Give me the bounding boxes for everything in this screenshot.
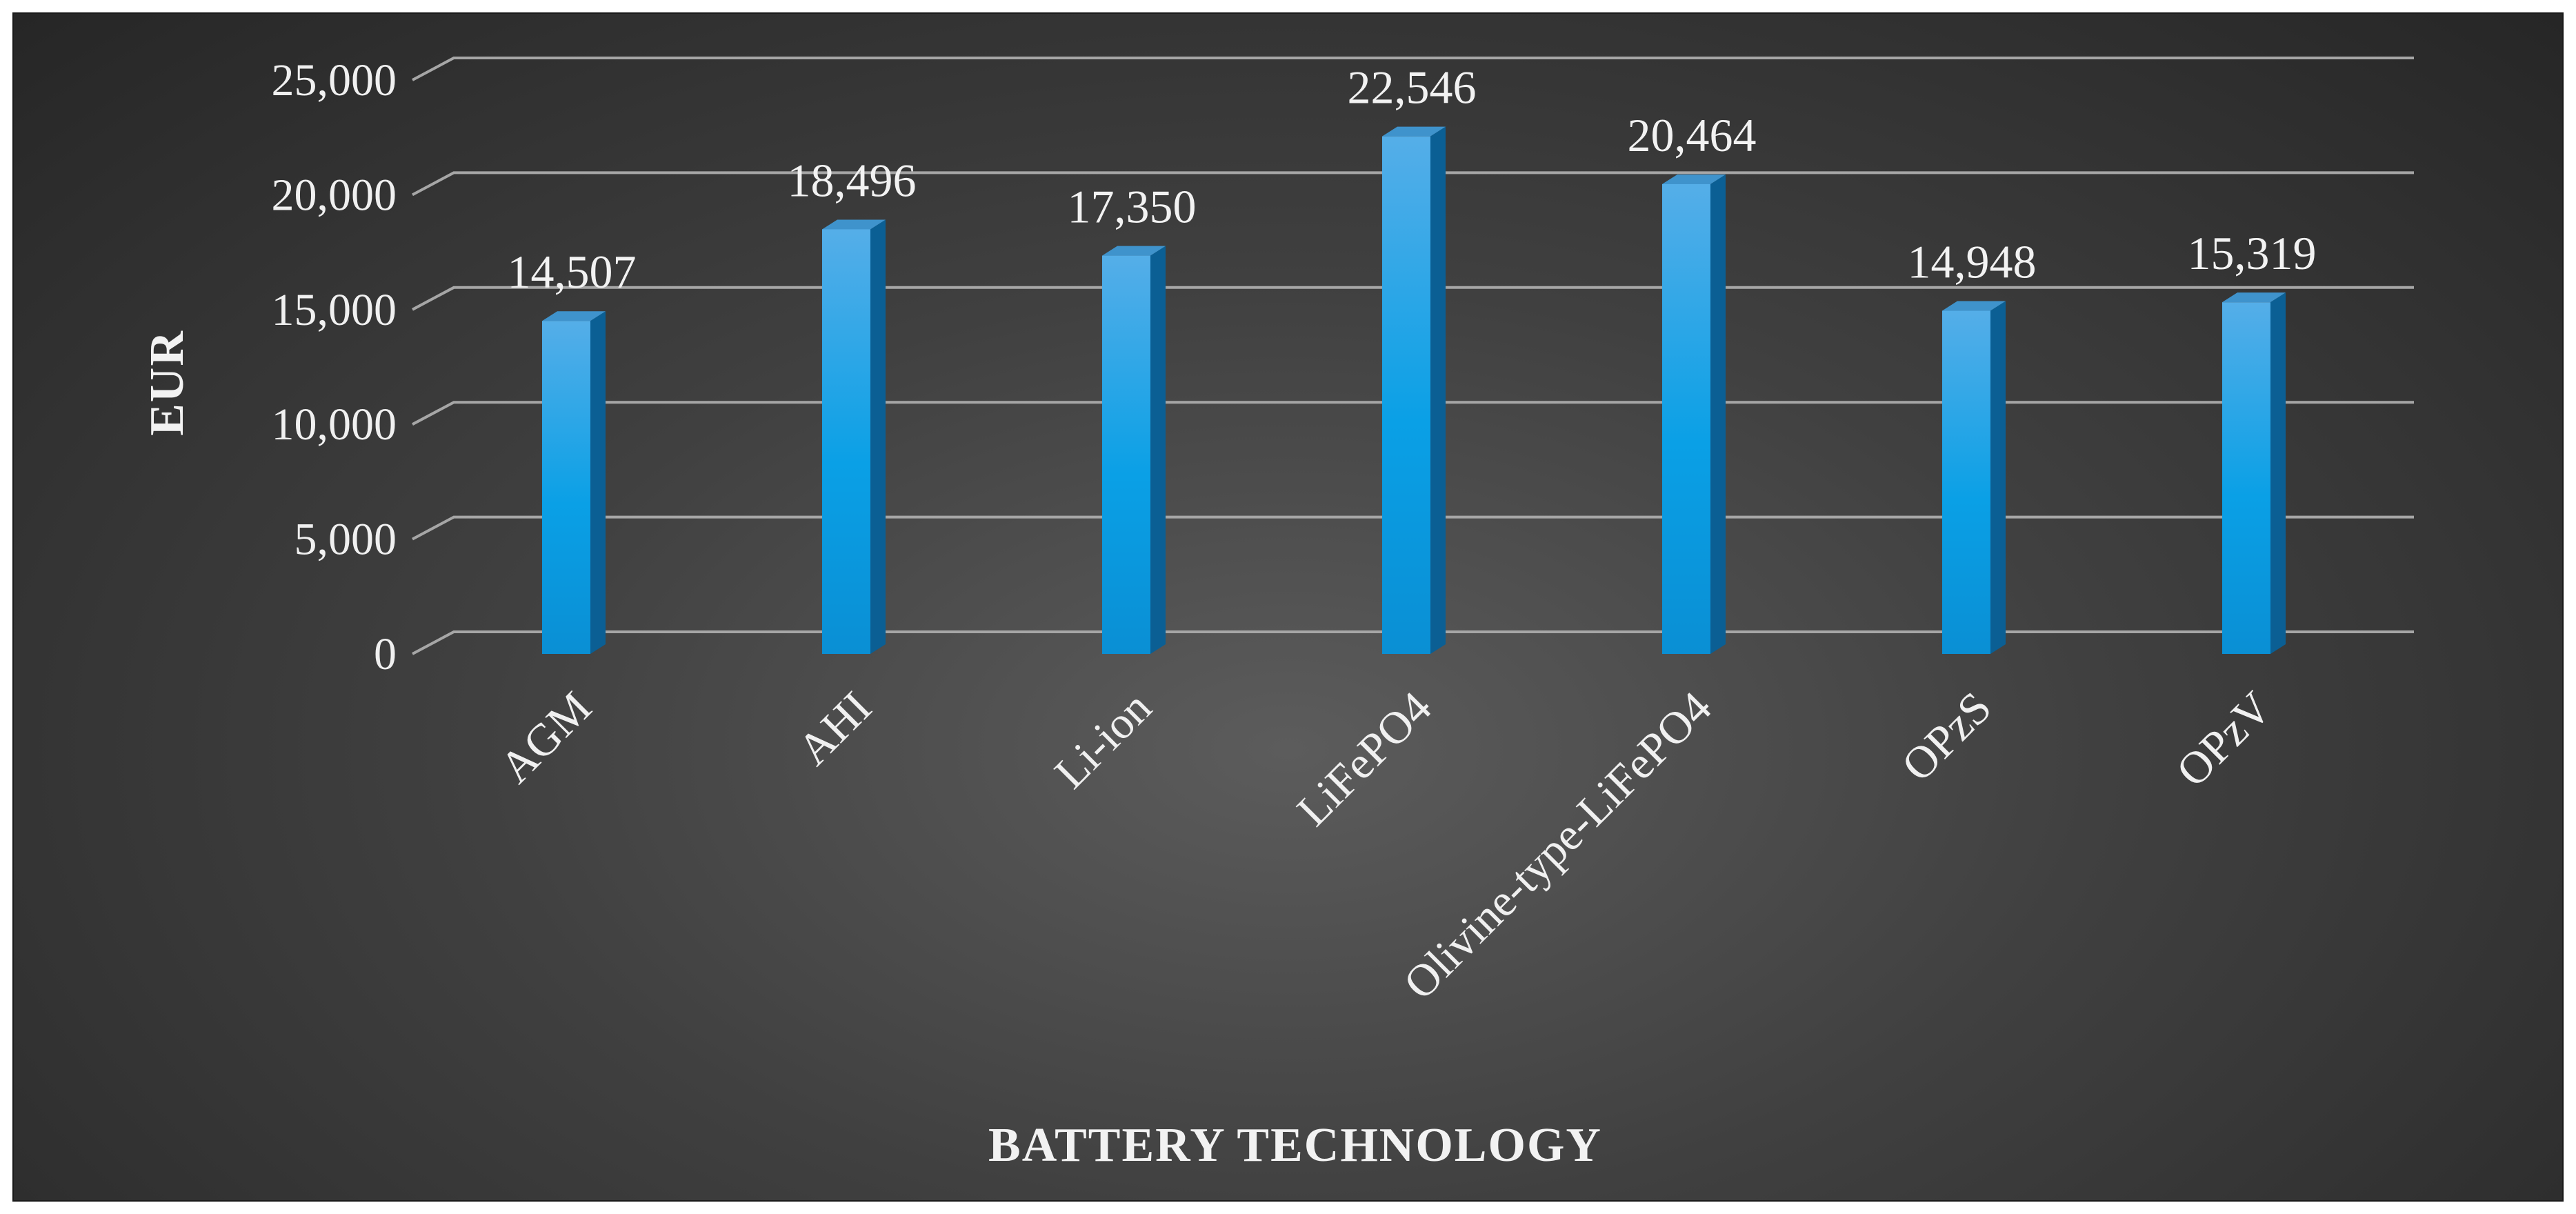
bar-top	[1662, 174, 1726, 184]
bar-side	[1710, 174, 1726, 655]
bar-agm: 14,507	[508, 246, 637, 654]
gridline	[412, 286, 2414, 311]
gridline	[412, 57, 2414, 81]
bar	[1382, 136, 1430, 654]
bar-opzs: 14,948	[1908, 236, 2037, 654]
y-axis-ticks: 0 5,000 10,000 15,000 20,000 25,000	[272, 55, 397, 679]
y-axis-title: EUR	[141, 330, 194, 436]
bar-side	[1430, 126, 1446, 654]
x-tick-label: Li-ion	[1045, 682, 1161, 798]
bar-ahi: 18,496	[788, 154, 917, 654]
x-tick-label: AGM	[490, 682, 601, 793]
y-tick-label: 20,000	[272, 170, 397, 220]
bar-olivine-type-lifepo4: 20,464	[1628, 109, 1757, 655]
y-tick-label: 15,000	[272, 285, 397, 335]
bar-lifepo4: 22,546	[1348, 61, 1477, 654]
data-label: 14,948	[1908, 236, 2037, 288]
bar-side	[590, 311, 606, 654]
data-label: 17,350	[1068, 181, 1197, 233]
bar	[2222, 302, 2270, 654]
bar	[542, 321, 590, 654]
bar-top	[822, 219, 886, 230]
bar-side	[1150, 246, 1166, 654]
y-tick-label: 25,000	[272, 55, 397, 106]
data-label: 22,546	[1348, 61, 1477, 114]
bar-side	[870, 219, 886, 654]
x-axis-title: BATTERY TECHNOLOGY	[988, 1119, 1602, 1172]
bar-li-ion: 17,350	[1068, 181, 1197, 654]
data-label: 14,507	[508, 246, 637, 298]
gridline	[412, 401, 2414, 426]
gridline	[412, 171, 2414, 197]
bar-top	[542, 311, 606, 321]
bar	[1102, 255, 1150, 654]
x-tick-label: LiFePO4	[1288, 682, 1441, 836]
gridline	[412, 630, 2414, 655]
bar-chart: 0 5,000 10,000 15,000 20,000 25,000 14,507 18,…	[141, 55, 2414, 1172]
y-tick-label: 5,000	[294, 515, 397, 565]
bars: 14,507 18,496 17,350 22,546 20,464 14,948 15,3…	[508, 61, 2317, 655]
bar-opzv: 15,319	[2188, 227, 2317, 654]
gridlines	[412, 57, 2414, 655]
data-label: 20,464	[1628, 109, 1757, 161]
gridline	[412, 515, 2414, 541]
x-tick-label: AHI	[788, 682, 881, 775]
bar-side	[1990, 301, 2006, 654]
bar-top	[1382, 126, 1446, 137]
x-tick-label: OPzV	[2167, 682, 2282, 797]
x-tick-label: OPzS	[1893, 682, 2001, 791]
bar-top	[1942, 301, 2006, 311]
bar	[1942, 310, 1990, 654]
data-label: 18,496	[788, 154, 917, 206]
data-label: 15,319	[2188, 227, 2317, 279]
chart-frame: 0 5,000 10,000 15,000 20,000 25,000 14,507 18,…	[12, 12, 2564, 1202]
bar	[822, 229, 870, 654]
bar-side	[2270, 292, 2286, 654]
bar-top	[2222, 292, 2286, 303]
y-tick-label: 10,000	[272, 399, 397, 450]
x-tick-label: Olivine-type-LiFePO4	[1394, 682, 1721, 1009]
bar-top	[1102, 246, 1166, 256]
bar	[1662, 183, 1710, 654]
y-tick-label: 0	[374, 629, 397, 679]
